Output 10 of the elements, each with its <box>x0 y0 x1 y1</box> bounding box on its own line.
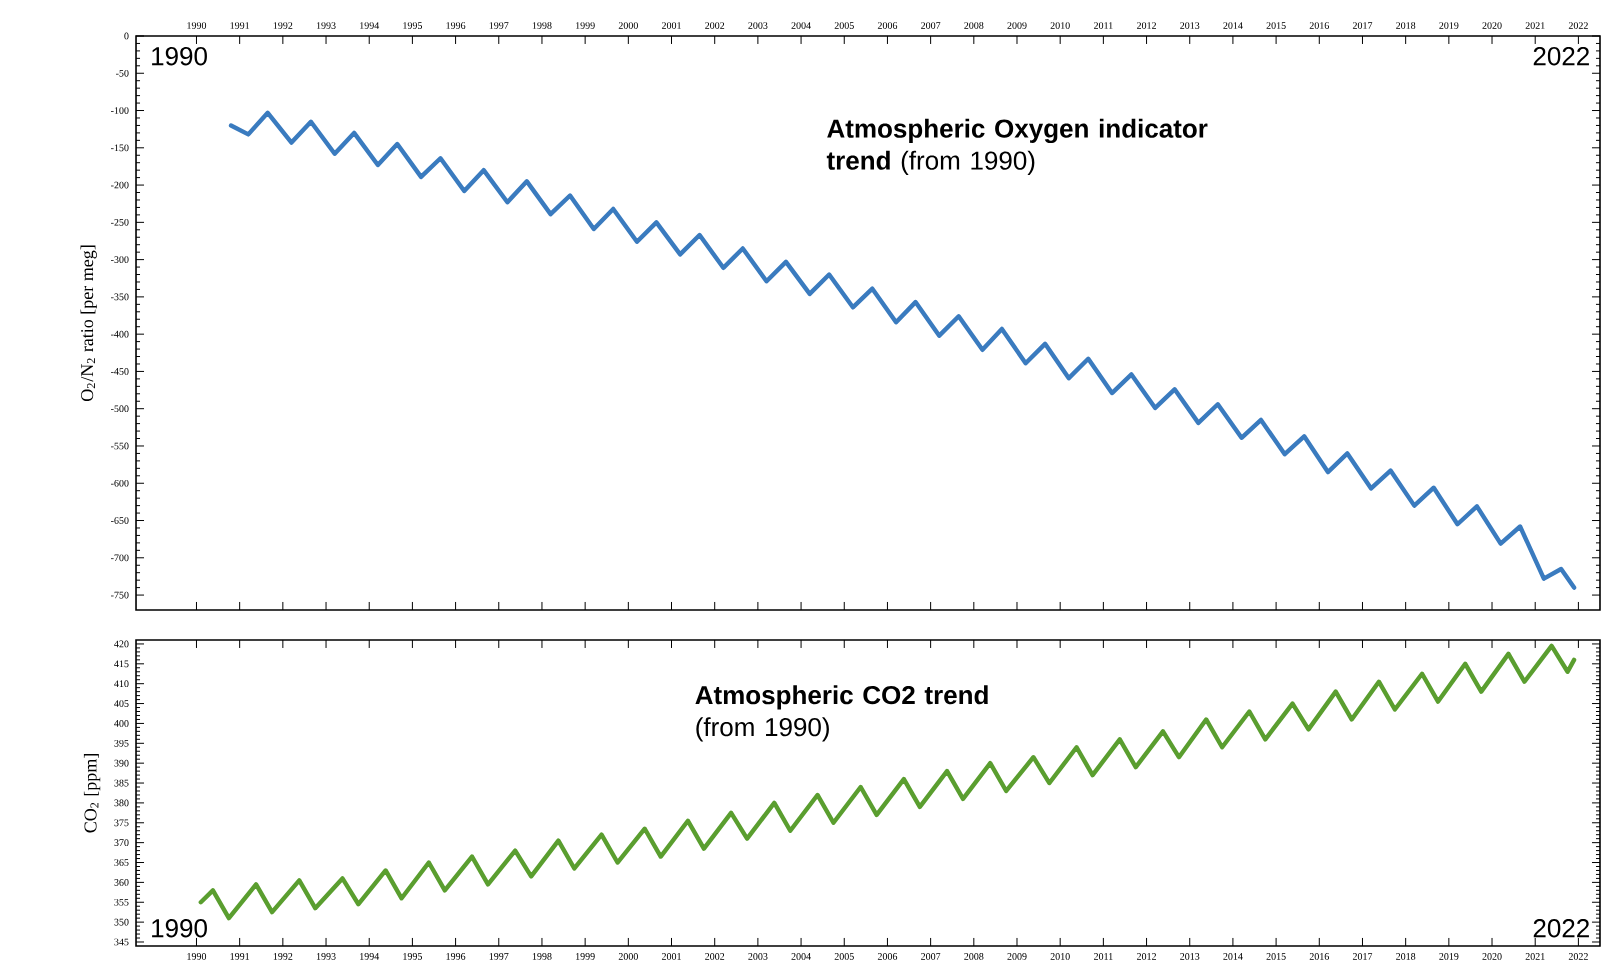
annotation: 1990 <box>152 46 207 66</box>
y-axis-title: O$_{2}$/N$_{2}$ ratio [per meg] <box>80 245 97 401</box>
annotation: 2022 <box>1533 919 1589 938</box>
annotation: 2022 <box>1533 46 1589 66</box>
line-series <box>198 643 1577 921</box>
annotation: 1990 <box>152 919 207 938</box>
y-axis-title: CO$_{2}$ [ppm] <box>83 754 101 833</box>
annotation: Atmospheric CO2 trend (from 1990) <box>695 685 988 742</box>
annotation: Atmospheric Oxygen indicator trend (from 1990) <box>826 118 1208 175</box>
line-series <box>228 110 1577 590</box>
